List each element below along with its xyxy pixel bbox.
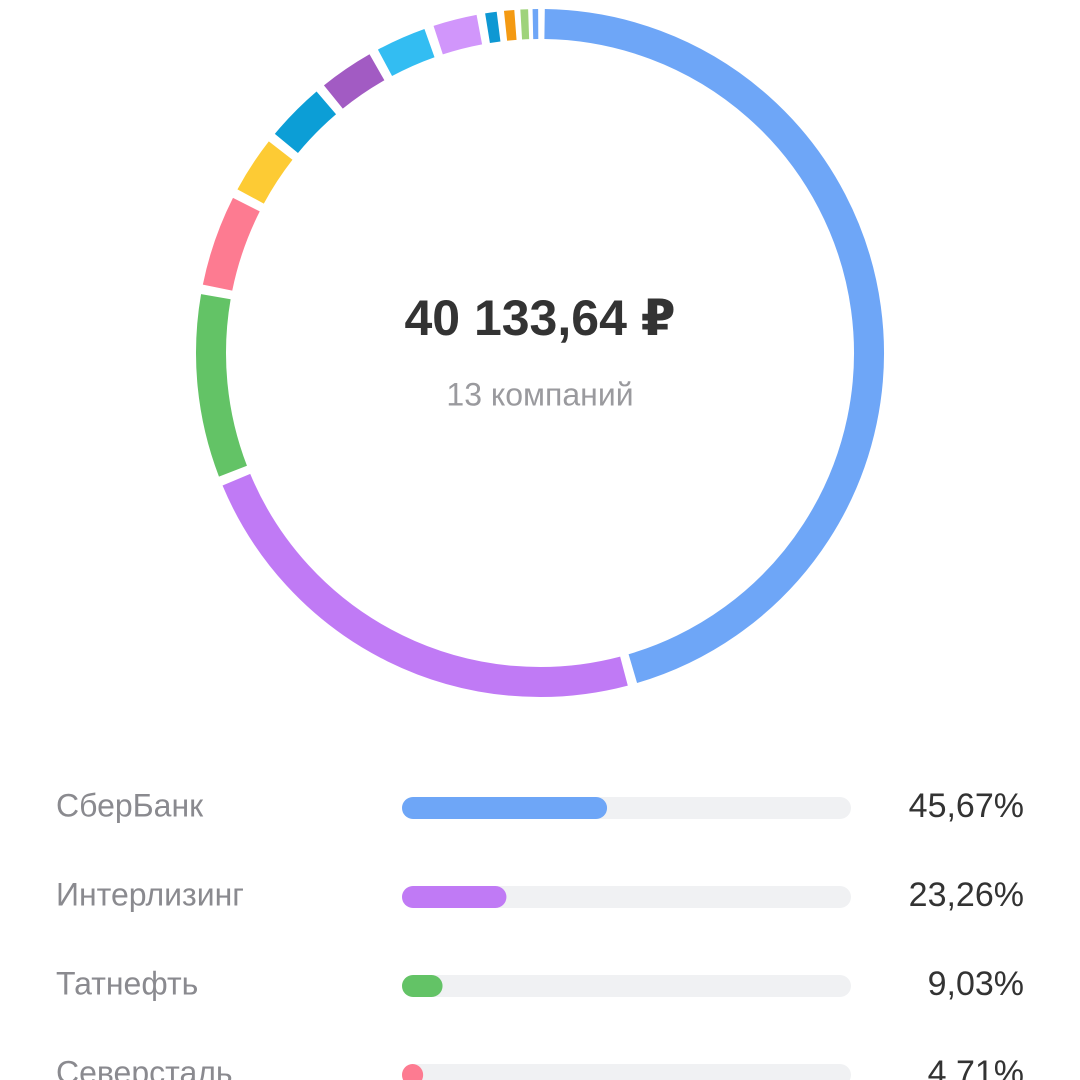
bar xyxy=(402,975,443,997)
donut-segment xyxy=(202,197,260,291)
donut-segment xyxy=(274,91,337,154)
donut-segment xyxy=(503,9,517,41)
company-name: Татнефть xyxy=(56,965,198,1001)
donut-segment xyxy=(485,11,501,44)
bar xyxy=(402,1064,424,1080)
donut-segment xyxy=(222,473,628,697)
donut-segment xyxy=(377,28,435,77)
bar-track xyxy=(402,975,851,997)
percent-label: 23,26% xyxy=(909,876,1024,914)
company-name: СберБанк xyxy=(56,787,204,823)
company-name: Интерлизинг xyxy=(56,876,244,912)
donut-segment xyxy=(196,294,248,477)
total-amount: 40 133,64 ₽ xyxy=(404,290,675,346)
donut-segment xyxy=(433,14,483,55)
bar xyxy=(402,797,608,819)
company-name: Северсталь xyxy=(56,1054,233,1080)
donut-segment xyxy=(323,54,385,109)
company-count: 13 компаний xyxy=(446,376,633,412)
percent-label: 9,03% xyxy=(928,965,1024,1003)
donut-segment xyxy=(544,9,884,684)
percent-label: 4,71% xyxy=(928,1054,1024,1080)
donut-segment xyxy=(237,141,293,204)
bar xyxy=(402,886,507,908)
bar-track xyxy=(402,886,851,908)
bar-track xyxy=(402,1064,851,1080)
percent-label: 45,67% xyxy=(909,787,1024,825)
